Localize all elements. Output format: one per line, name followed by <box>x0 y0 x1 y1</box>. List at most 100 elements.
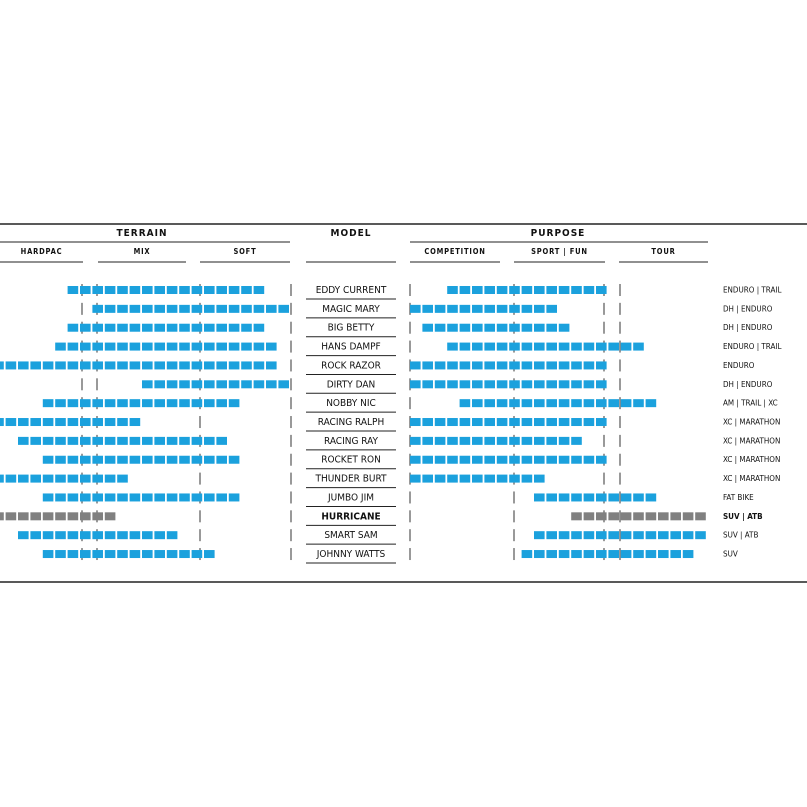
block <box>117 304 128 313</box>
block <box>434 323 446 332</box>
block <box>117 361 128 370</box>
block <box>80 474 91 483</box>
block <box>228 361 240 370</box>
purpose-range <box>521 550 694 559</box>
block <box>67 531 79 540</box>
block <box>571 399 582 408</box>
block <box>55 399 66 408</box>
block <box>129 455 141 464</box>
block <box>472 418 483 427</box>
block <box>55 512 66 521</box>
block <box>241 286 252 294</box>
block <box>67 323 79 332</box>
block <box>583 342 595 351</box>
block <box>216 455 227 464</box>
purpose-range <box>571 512 706 521</box>
block <box>67 286 79 294</box>
block <box>534 380 545 389</box>
block <box>422 304 433 313</box>
block <box>571 342 582 351</box>
purpose-column: SPORT | FUN <box>531 247 588 257</box>
block <box>447 323 458 332</box>
block <box>191 550 203 559</box>
block <box>620 399 632 408</box>
block <box>608 531 619 540</box>
block <box>472 361 483 370</box>
block <box>682 531 694 540</box>
block <box>80 493 91 502</box>
block <box>0 361 4 370</box>
block <box>92 323 103 332</box>
block <box>5 361 17 370</box>
use-label: DH | ENDURO <box>723 380 773 389</box>
block <box>410 474 421 483</box>
block <box>253 286 265 294</box>
block <box>191 399 203 408</box>
block <box>117 286 128 294</box>
block <box>658 550 669 559</box>
block <box>534 455 545 464</box>
block <box>521 286 533 294</box>
purpose-range <box>534 531 706 540</box>
block <box>583 286 595 294</box>
block <box>422 455 433 464</box>
block <box>129 399 141 408</box>
block <box>55 436 66 445</box>
use-label: XC | MARATHON <box>723 474 780 483</box>
block <box>42 550 54 559</box>
block <box>434 436 446 445</box>
block <box>67 436 79 445</box>
block <box>571 418 582 427</box>
purpose-range <box>410 304 557 313</box>
block <box>179 380 190 389</box>
block <box>30 436 41 445</box>
block <box>104 342 116 351</box>
block <box>241 361 252 370</box>
block <box>422 418 433 427</box>
block <box>521 304 533 313</box>
model-name: THUNDER BURT <box>314 474 387 485</box>
block <box>645 493 657 502</box>
block <box>472 380 483 389</box>
block <box>142 380 153 389</box>
block <box>558 436 570 445</box>
block <box>154 323 165 332</box>
block <box>241 323 252 332</box>
block <box>682 550 694 559</box>
block <box>179 550 190 559</box>
block <box>447 380 458 389</box>
block <box>472 323 483 332</box>
purpose-range <box>410 361 607 370</box>
use-label: XC | MARATHON <box>723 455 780 464</box>
block <box>620 531 632 540</box>
block <box>509 286 520 294</box>
terrain-range <box>42 455 240 464</box>
block <box>204 399 215 408</box>
block <box>496 380 508 389</box>
block <box>459 304 471 313</box>
block <box>534 531 545 540</box>
model-name: SMART SAM <box>324 530 377 541</box>
block <box>42 361 54 370</box>
model-name: JOHNNY WATTS <box>316 549 386 560</box>
block <box>104 304 116 313</box>
block <box>608 399 619 408</box>
block <box>154 531 165 540</box>
block <box>546 286 557 294</box>
block <box>278 380 289 389</box>
block <box>484 474 495 483</box>
block <box>216 399 227 408</box>
block <box>142 286 153 294</box>
block <box>534 493 545 502</box>
block <box>496 304 508 313</box>
block <box>596 418 607 427</box>
block <box>447 304 458 313</box>
block <box>521 399 533 408</box>
block <box>447 286 458 294</box>
block <box>179 493 190 502</box>
block <box>191 286 203 294</box>
block <box>0 512 4 521</box>
block <box>410 436 421 445</box>
block <box>129 550 141 559</box>
block <box>422 380 433 389</box>
